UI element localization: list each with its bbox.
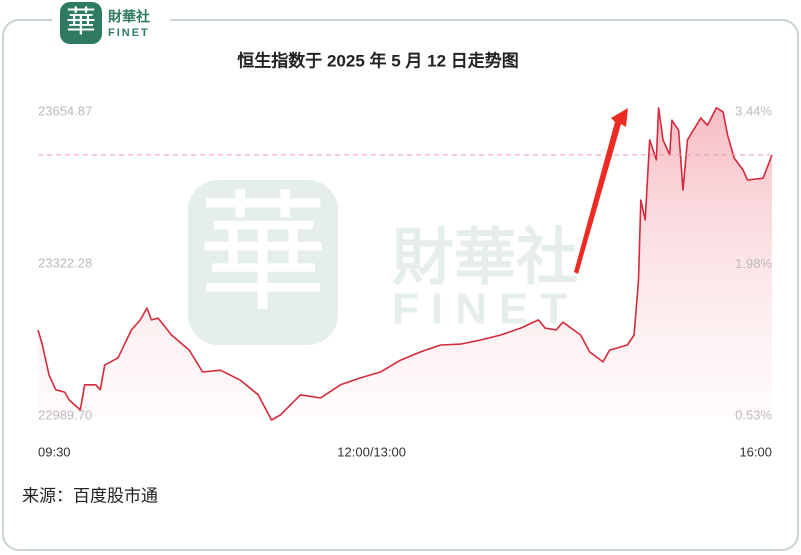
logo-sub: FINET [108,27,150,39]
frame [2,19,799,551]
y-tick-label: 23654.87 [38,103,92,118]
logo-char: 華 [66,5,96,40]
y2-tick-label: 0.53% [735,407,772,422]
area [38,107,772,421]
x-tick-label: 16:00 [739,444,772,459]
line [37,107,773,421]
source: 来源：百度股市通 [22,486,158,505]
logo-badge [60,2,102,44]
watermark-badge [188,180,338,345]
y-tick-label: 22989.70 [38,407,92,422]
watermark-char: 華 [198,178,328,330]
watermark: 華 財華社 FINET [188,178,579,345]
y-tick-label: 23322.28 [38,255,92,270]
watermark-sub: FINET [392,285,579,334]
x-tick-label: 09:30 [38,444,71,459]
arrow [574,108,628,274]
logo-name: 財華社 [107,9,150,25]
y2-tick-label: 1.98% [735,256,772,271]
x-tick-label: 12:00/13:00 [337,444,406,459]
chart-title: 恒生指数于 2025 年 5 月 12 日走势图 [237,50,519,70]
y2-tick-label: 3.44% [735,103,772,118]
watermark-name: 財華社 [392,223,578,292]
